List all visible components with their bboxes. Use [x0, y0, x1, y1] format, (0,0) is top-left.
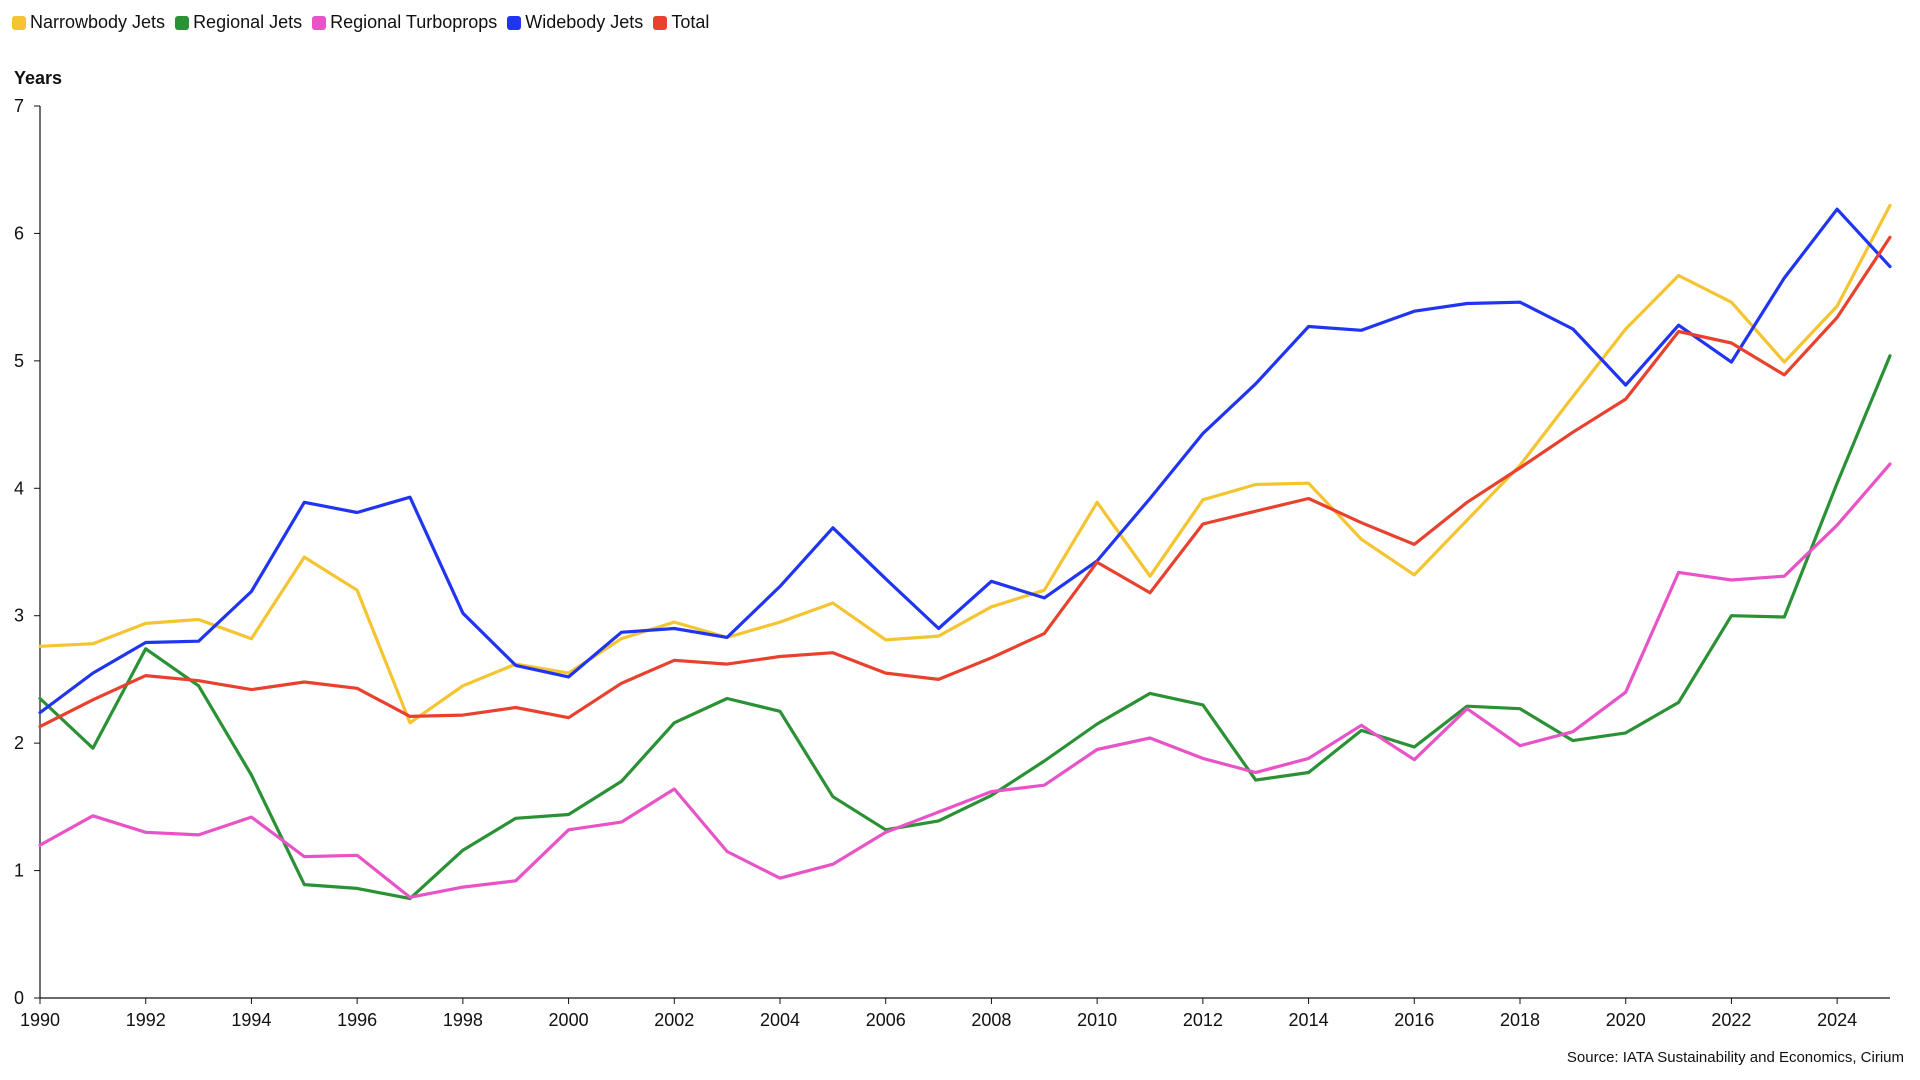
- x-tick-label: 2022: [1711, 1010, 1751, 1030]
- source-note: Source: IATA Sustainability and Economic…: [1566, 1049, 1904, 1066]
- y-tick-label: 2: [14, 733, 24, 753]
- legend-item-narrowbody[interactable]: Narrowbody Jets: [12, 12, 165, 33]
- series-line-narrowbody-jets: [38, 203, 1892, 725]
- x-tick-label: 1998: [443, 1010, 483, 1030]
- y-tick-label: 3: [14, 606, 24, 626]
- y-tick-label: 6: [14, 223, 24, 243]
- x-tick-label: 2014: [1289, 1010, 1329, 1030]
- legend-label: Narrowbody Jets: [30, 12, 166, 32]
- x-tick-label: 1994: [231, 1010, 271, 1030]
- x-tick-label: 1990: [20, 1010, 60, 1030]
- x-tick-label: 2012: [1183, 1010, 1223, 1030]
- x-tick-label: 1992: [126, 1010, 166, 1030]
- legend-swatch: [507, 15, 522, 30]
- legend-item-total[interactable]: Total: [653, 12, 709, 33]
- x-tick-label: 2010: [1077, 1010, 1117, 1030]
- legend-swatch: [175, 15, 190, 30]
- x-tick-label: 2016: [1394, 1010, 1434, 1030]
- x-tick-label: 2018: [1500, 1010, 1540, 1030]
- x-tick-label: 2024: [1817, 1010, 1857, 1030]
- series-line-widebody-jets: [38, 207, 1892, 715]
- x-tick-label: 2006: [866, 1010, 906, 1030]
- x-tick-label: 1996: [337, 1010, 377, 1030]
- legend-label: Widebody Jets: [525, 12, 644, 32]
- legend-item-regional-turboprops[interactable]: Regional Turboprops: [312, 12, 497, 33]
- legend-item-regional-jets[interactable]: Regional Jets: [175, 12, 302, 33]
- legend-label: Regional Jets: [193, 12, 303, 32]
- series-line-regional-turboprops: [38, 462, 1892, 899]
- x-tick-label: 2020: [1606, 1010, 1646, 1030]
- legend-swatch: [653, 15, 668, 30]
- legend-label: Regional Turboprops: [330, 12, 498, 32]
- legend-swatch: [12, 15, 26, 30]
- y-tick-label: 7: [14, 96, 24, 116]
- x-tick-label: 2002: [654, 1010, 694, 1030]
- legend: Narrowbody Jets Regional Jets Regional T…: [12, 12, 709, 33]
- y-tick-label: 5: [14, 351, 24, 371]
- y-tick-label: 4: [14, 478, 24, 498]
- series-line-total: [38, 235, 1892, 729]
- y-tick-label: 0: [14, 988, 24, 1008]
- y-tick-label: 1: [14, 861, 24, 881]
- x-tick-label: 2004: [760, 1010, 800, 1030]
- legend-item-widebody[interactable]: Widebody Jets: [507, 12, 643, 33]
- legend-swatch: [312, 15, 327, 30]
- series-line-regional-jets: [38, 354, 1892, 901]
- x-tick-label: 2008: [971, 1010, 1011, 1030]
- y-axis-title: Years: [14, 68, 63, 88]
- x-tick-label: 2000: [549, 1010, 589, 1030]
- legend-label: Total: [671, 12, 710, 32]
